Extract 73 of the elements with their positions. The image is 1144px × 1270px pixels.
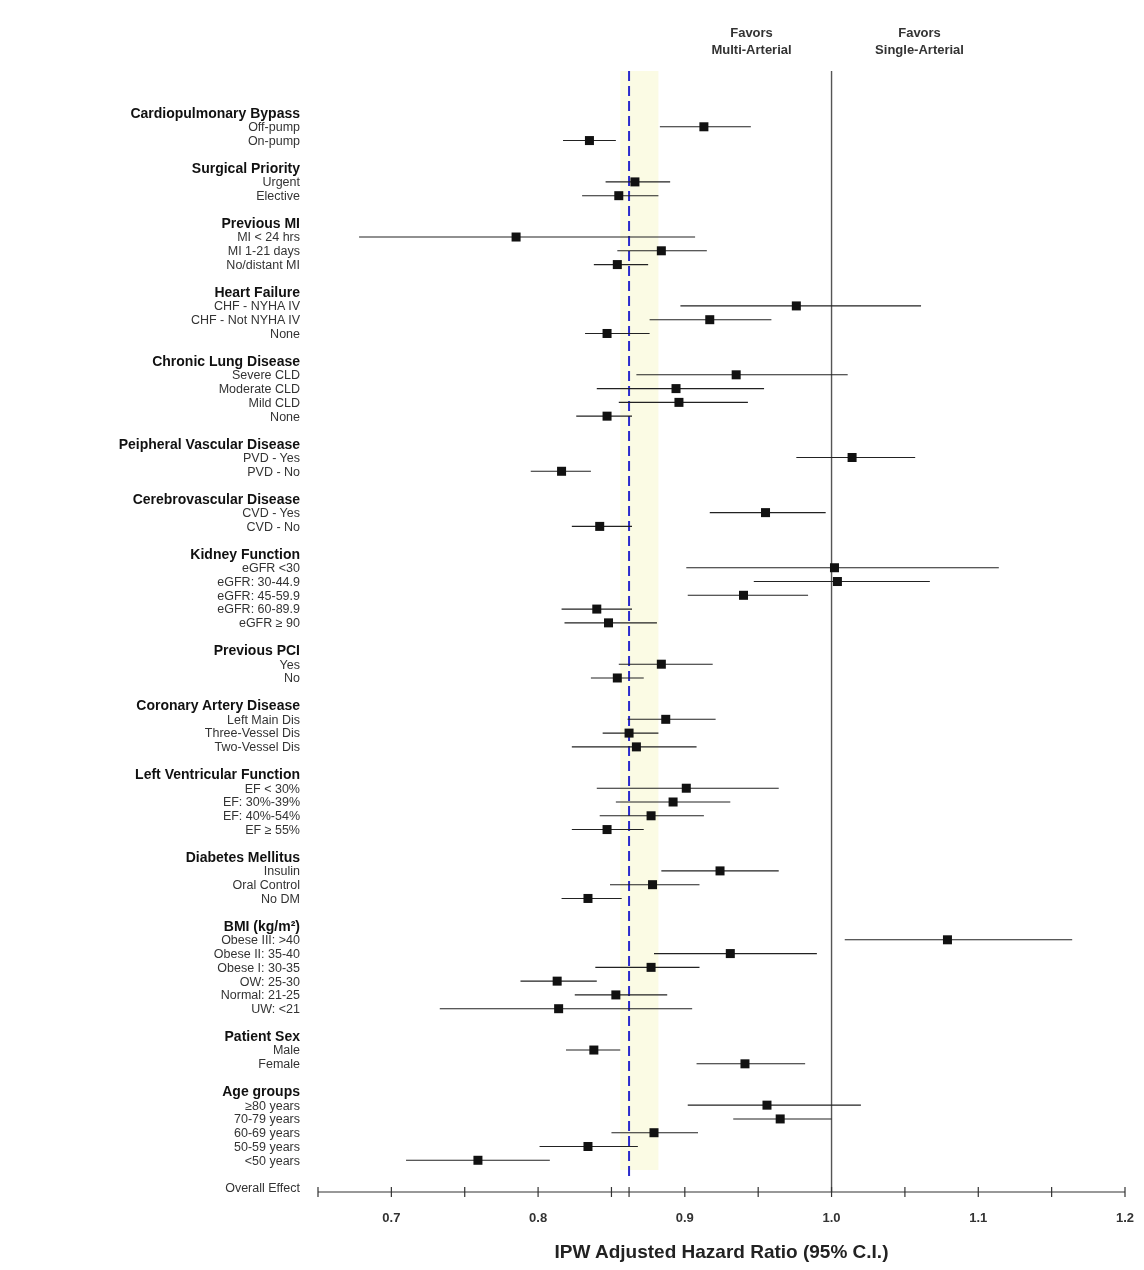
y-tick-label: Moderate CLD <box>218 381 300 396</box>
y-tick-label: MI < 24 hrs <box>237 230 300 245</box>
y-tick-label: None <box>270 326 301 341</box>
y-tick-label: PVD - Yes <box>243 450 300 465</box>
y-tick-label: 60-69 years <box>233 1126 300 1141</box>
y-tick-label: On-pump <box>247 133 301 148</box>
y-tick-label: Cerebrovascular Disease <box>132 490 301 507</box>
y-tick-label: None <box>270 409 301 424</box>
y-tick-label: eGFR: 45-59.9 <box>217 588 301 603</box>
y-tick-label: Severe CLD <box>231 368 300 383</box>
y-tick-label: Left Main Dis <box>227 712 300 727</box>
y-tick-label: eGFR ≥ 90 <box>238 616 301 631</box>
y-tick-label: Off-pump <box>248 120 301 135</box>
y-tick-label: No DM <box>261 891 300 906</box>
y-tick-label: Insulin <box>263 864 301 879</box>
y-tick-label: Peipheral Vascular Disease <box>118 435 301 452</box>
y-tick-label: BMI (kg/m²) <box>223 917 300 934</box>
y-tick-label: Left Ventricular Function <box>135 766 300 783</box>
y-tick-label: Obese I: 30-35 <box>217 960 301 975</box>
x-axis-title: IPW Adjusted Hazard Ratio (95% C.I.) <box>554 1241 889 1262</box>
y-tick-label: No/distant MI <box>226 257 300 272</box>
y-tick-label: Coronary Artery Disease <box>136 697 301 714</box>
y-tick-label: 70-79 years <box>233 1112 300 1127</box>
y-tick-label: Yes <box>279 657 300 672</box>
y-tick-label: 50-59 years <box>233 1139 300 1154</box>
y-tick-label: Urgent <box>262 175 301 190</box>
y-tick-label: eGFR <30 <box>241 561 301 576</box>
y-tick-label: Patient Sex <box>224 1028 301 1045</box>
y-tick-label: CVD - No <box>246 519 301 534</box>
y-tick-label: EF: 40%-54% <box>222 809 300 824</box>
y-tick-label: Previous PCI <box>213 642 300 659</box>
y-tick-label: CHF - NYHA IV <box>213 299 301 314</box>
y-tick-label: Three-Vessel Dis <box>204 726 300 741</box>
y-tick-label: Two-Vessel Dis <box>214 740 300 755</box>
y-tick-label: CHF - Not NYHA IV <box>190 313 301 328</box>
y-tick-label: Kidney Function <box>190 545 300 562</box>
x-tick-label: 1.2 <box>1115 1210 1135 1225</box>
text: Favors Single-Arterial <box>875 25 964 57</box>
y-tick-label: Diabetes Mellitus <box>185 849 301 866</box>
x-tick-label: 1.0 <box>822 1210 841 1225</box>
y-tick-label: Heart Failure <box>214 284 301 301</box>
y-tick-label: OW: 25-30 <box>239 974 301 989</box>
y-tick-label: Male <box>272 1043 301 1058</box>
y-tick-label: ≥80 years <box>245 1098 300 1113</box>
y-tick-label: Oral Control <box>232 878 300 893</box>
x-tick-label: 1.1 <box>969 1210 988 1225</box>
x-tick-label: 0.9 <box>675 1210 694 1225</box>
y-tick-label: Surgical Priority <box>191 160 301 177</box>
y-tick-label: Female <box>258 1057 301 1072</box>
y-tick-label: eGFR: 60-89.9 <box>217 602 301 617</box>
y-tick-label: EF: 30%-39% <box>222 795 300 810</box>
y-tick-label: Obese II: 35-40 <box>213 946 301 961</box>
y-tick-label: Elective <box>256 189 301 204</box>
y-tick-label: CVD - Yes <box>242 505 300 520</box>
y-tick-label: Age groups <box>222 1083 301 1100</box>
y-tick-label: <50 years <box>244 1153 300 1168</box>
y-tick-label: Previous MI <box>221 215 300 232</box>
y-tick-label: EF ≥ 55% <box>245 822 300 837</box>
y-tick-label: Obese III: >40 <box>221 933 301 948</box>
x-tick-label: 0.8 <box>529 1210 548 1225</box>
y-tick-label: Chronic Lung Disease <box>152 352 301 369</box>
y-tick-label: No <box>284 671 301 686</box>
y-tick-label: EF < 30% <box>244 781 300 796</box>
x-tick-label: 0.7 <box>382 1210 401 1225</box>
y-tick-label: Overall Effect <box>225 1181 301 1196</box>
y-tick-label: eGFR: 30-44.9 <box>217 574 301 589</box>
y-tick-label: UW: <21 <box>251 1002 301 1017</box>
y-tick-label: Cardiopulmonary Bypass <box>130 104 301 121</box>
y-tick-label: MI 1-21 days <box>227 244 300 259</box>
text: Favors Multi-Arterial <box>711 25 792 57</box>
y-tick-label: Normal: 21-25 <box>220 988 301 1003</box>
y-tick-label: Mild CLD <box>248 395 300 410</box>
y-tick-label: PVD - No <box>247 464 301 479</box>
